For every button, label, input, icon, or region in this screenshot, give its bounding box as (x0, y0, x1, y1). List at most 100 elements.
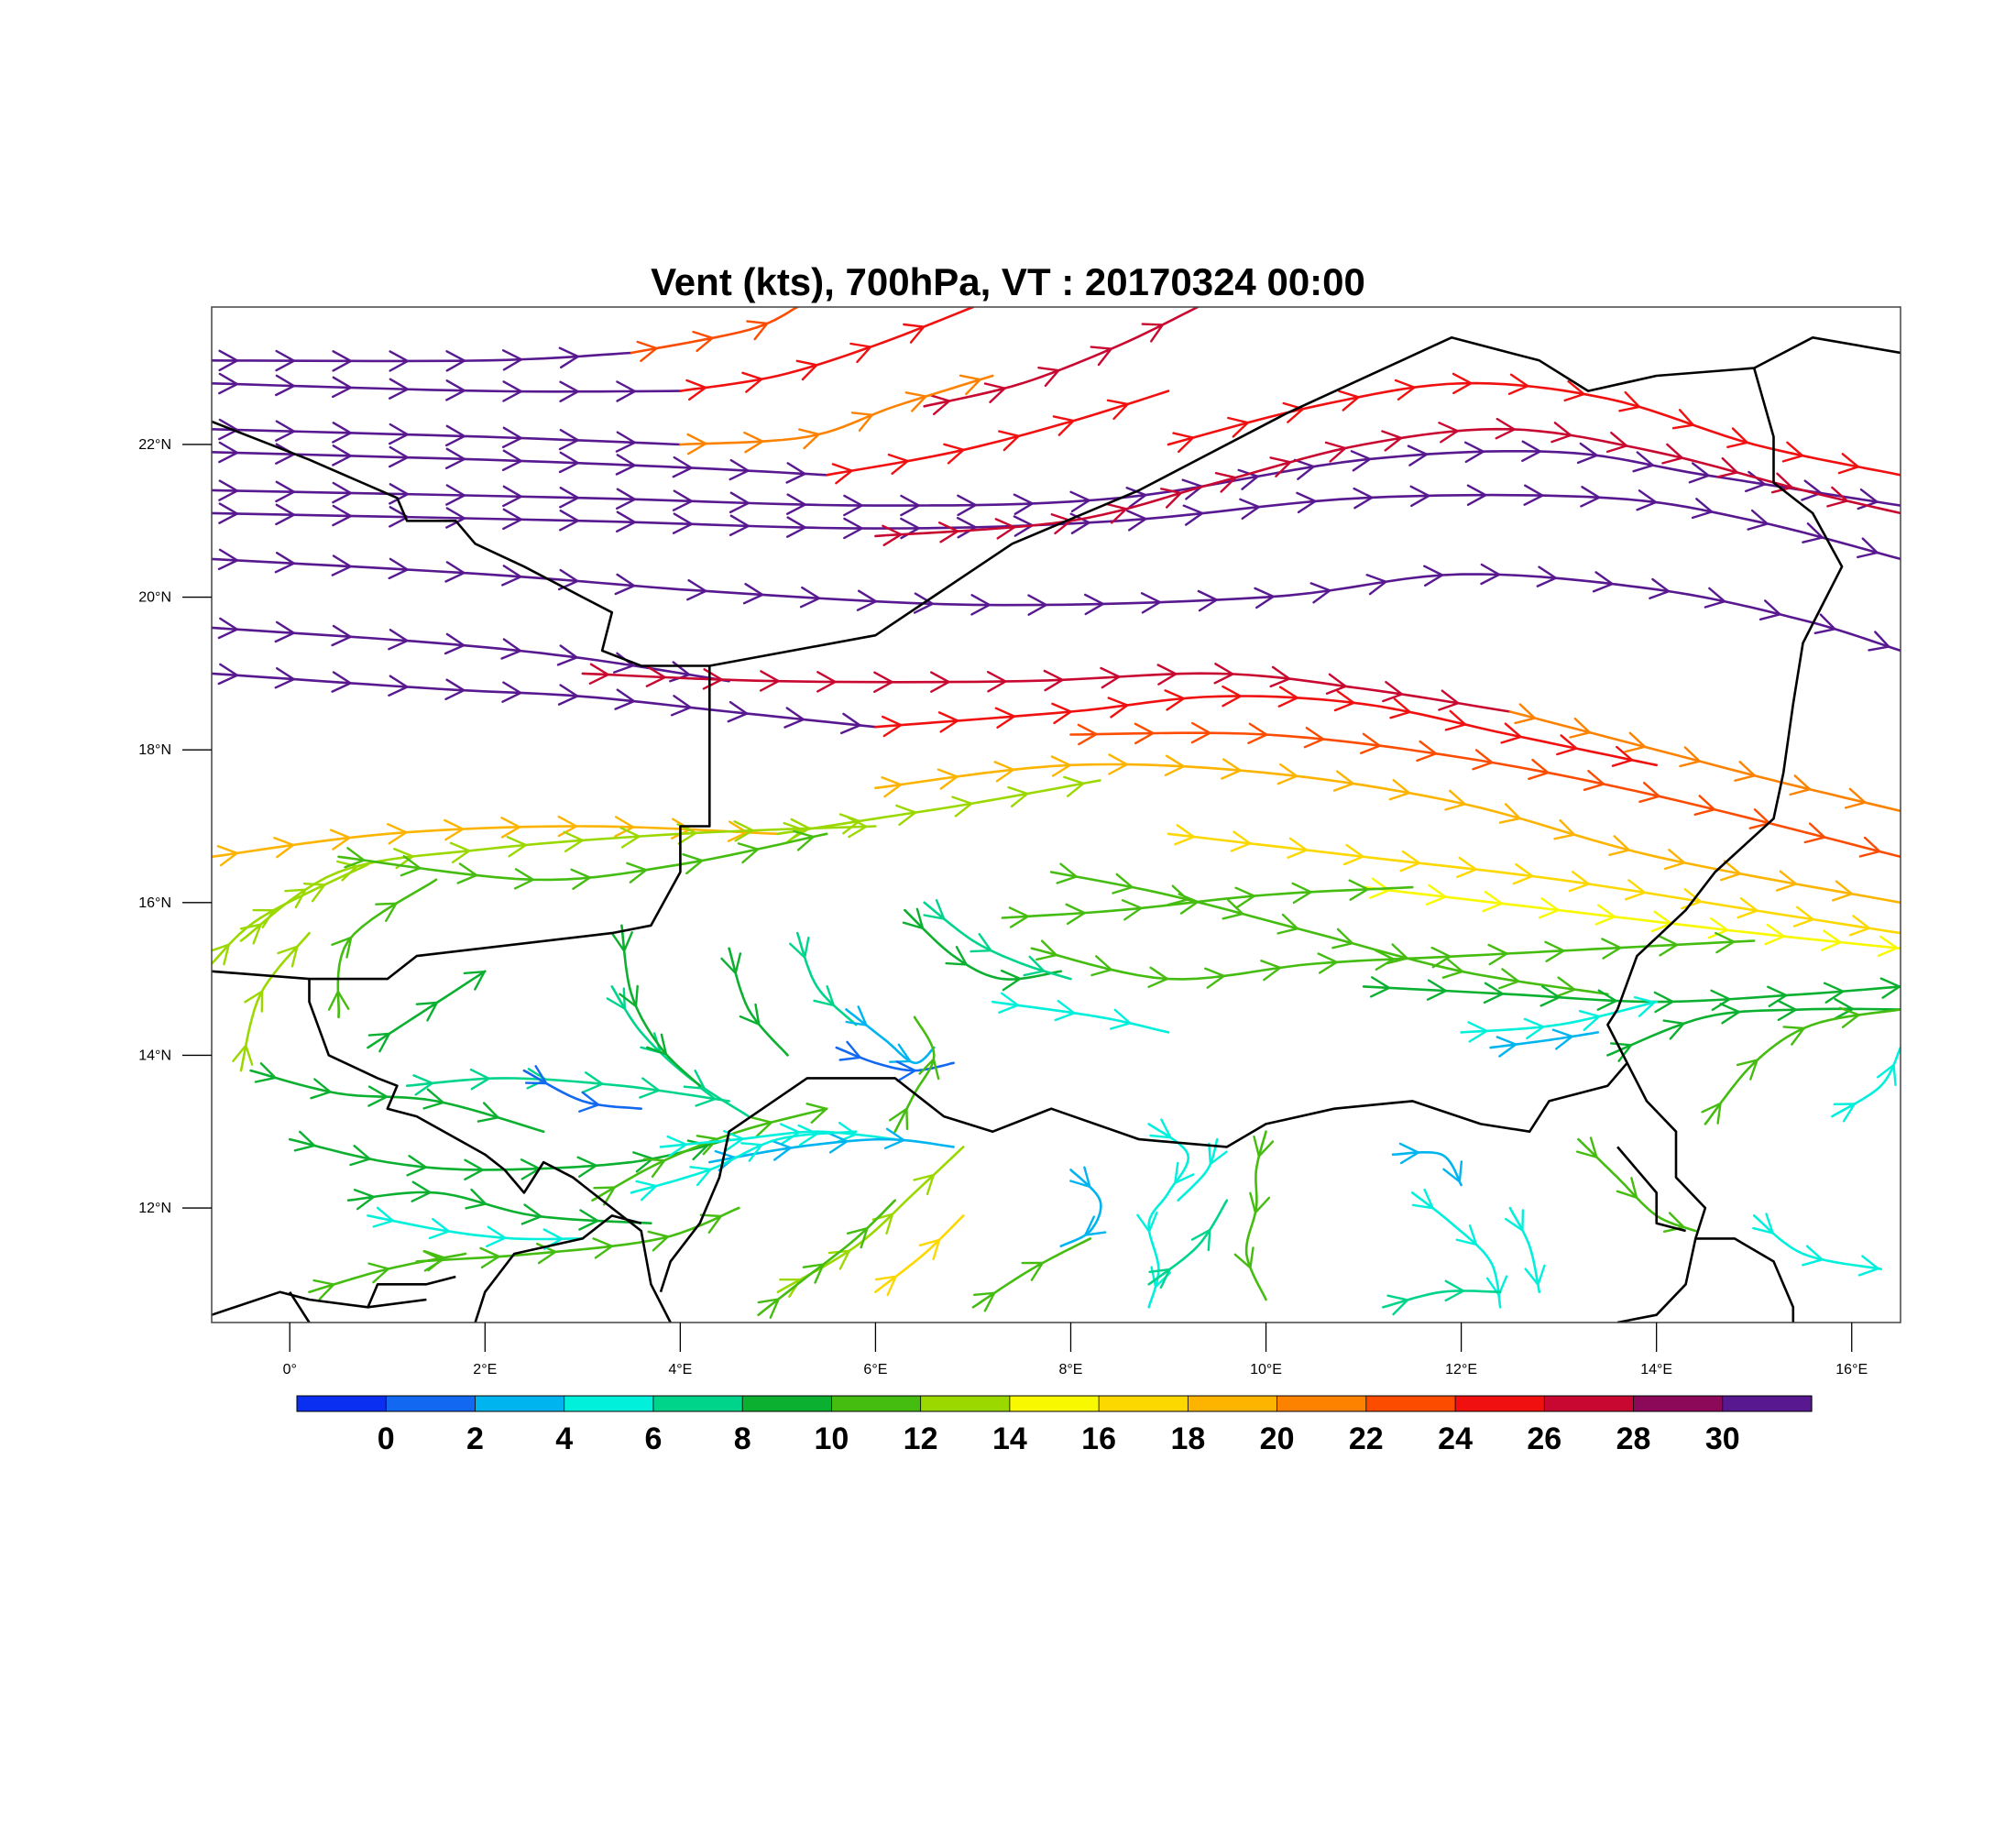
arrowhead (1353, 487, 1374, 510)
streamline-9 (212, 450, 1901, 507)
arrowhead (959, 374, 981, 396)
arrowhead (1100, 666, 1121, 689)
arrowhead (1013, 493, 1034, 515)
arrowhead (614, 816, 635, 838)
country-borders (212, 336, 1901, 1323)
arrowhead (733, 820, 754, 842)
arrowhead (1141, 323, 1164, 343)
colorbar-swatch (564, 1396, 654, 1411)
arrowhead (873, 671, 893, 693)
border-line-11 (1616, 1146, 1686, 1233)
arrowhead (692, 330, 714, 352)
arrowhead (1455, 1224, 1478, 1246)
arrowhead (1425, 884, 1447, 906)
arrowhead (310, 1078, 332, 1100)
arrowhead (415, 1001, 438, 1022)
streamline-0 (212, 351, 633, 363)
arrowhead (1770, 472, 1793, 494)
colorbar-label: 22 (1349, 1421, 1384, 1456)
arrowhead (1090, 346, 1112, 367)
arrowhead (983, 382, 1006, 403)
arrowhead (727, 700, 749, 723)
arrowhead (1107, 697, 1129, 719)
arrowhead (635, 1180, 658, 1202)
arrowhead (389, 350, 410, 372)
arrowhead (998, 992, 1020, 1014)
arrowhead (400, 855, 422, 877)
arrowhead (331, 671, 352, 693)
arrowhead (344, 847, 366, 869)
arrowhead (274, 667, 295, 689)
arrowhead (1149, 1118, 1172, 1139)
lon-tick-label: 10°E (1250, 1362, 1282, 1377)
arrowhead (570, 868, 591, 890)
arrowhead (1027, 594, 1047, 616)
arrowhead (558, 451, 579, 474)
arrowhead (741, 371, 763, 393)
arrowhead (1653, 991, 1674, 1014)
border-line-8 (659, 1008, 1628, 1293)
arrowhead (1633, 995, 1656, 1017)
arrowhead (445, 507, 466, 529)
arrowhead (904, 391, 927, 412)
arrowhead (217, 663, 238, 686)
arrowhead (1767, 985, 1788, 1007)
arrowhead (699, 1213, 722, 1234)
arrowhead (469, 1068, 490, 1091)
border-line-6 (289, 1290, 311, 1323)
arrowhead (973, 1291, 996, 1312)
arrowhead (411, 1180, 432, 1202)
arrowhead (502, 349, 523, 371)
arrowhead (1507, 373, 1529, 395)
colorbar-label: 6 (644, 1421, 662, 1456)
streamline-10 (212, 493, 1901, 561)
arrowhead (1876, 1063, 1897, 1086)
arrowhead (871, 1213, 894, 1235)
arrowhead (759, 670, 780, 692)
arrowhead (502, 508, 522, 531)
arrowhead (1069, 1166, 1091, 1189)
arrowhead (1441, 957, 1464, 979)
arrowhead (464, 1158, 484, 1180)
colorbar-swatch (1544, 1396, 1635, 1411)
arrowhead (1662, 1212, 1685, 1233)
arrowhead (501, 426, 522, 448)
streamline-55 (1049, 871, 1609, 996)
arrowhead (479, 1246, 500, 1269)
colorbar-label: 4 (555, 1421, 573, 1456)
arrowhead (1426, 979, 1448, 1001)
arrowhead (1661, 443, 1683, 465)
arrowhead (626, 862, 648, 884)
colorbar-swatch (1722, 1396, 1813, 1411)
arrowhead (729, 514, 750, 536)
arrowhead (1868, 631, 1890, 652)
arrowhead (1325, 673, 1347, 695)
arrowhead (332, 350, 353, 372)
arrowhead (1444, 789, 1466, 811)
arrowhead (1063, 775, 1085, 797)
arrowhead (1719, 1003, 1741, 1025)
arrowhead (329, 829, 351, 851)
arrowhead (1409, 485, 1430, 508)
arrowhead (1254, 587, 1275, 609)
arrowhead (456, 862, 478, 884)
colorbar-label: 24 (1438, 1421, 1473, 1456)
arrowhead (1495, 417, 1516, 440)
streamline-63 (1177, 1137, 1219, 1202)
arrowhead (672, 456, 693, 478)
arrowhead (986, 671, 1007, 693)
arrowhead (1480, 563, 1501, 586)
lon-tick-label: 0° (283, 1362, 297, 1377)
arrowhead (275, 374, 296, 397)
arrowhead (740, 1142, 763, 1162)
arrowhead (1618, 390, 1641, 412)
plot-background (212, 307, 1901, 1323)
arrowhead (1775, 870, 1798, 892)
arrowhead (619, 984, 639, 1008)
arrowhead (672, 489, 693, 511)
arrowhead (1528, 758, 1550, 780)
arrowhead (1498, 968, 1520, 990)
arrowhead (349, 1145, 371, 1167)
streamline-53 (1030, 939, 1756, 981)
arrowhead (1826, 486, 1848, 508)
